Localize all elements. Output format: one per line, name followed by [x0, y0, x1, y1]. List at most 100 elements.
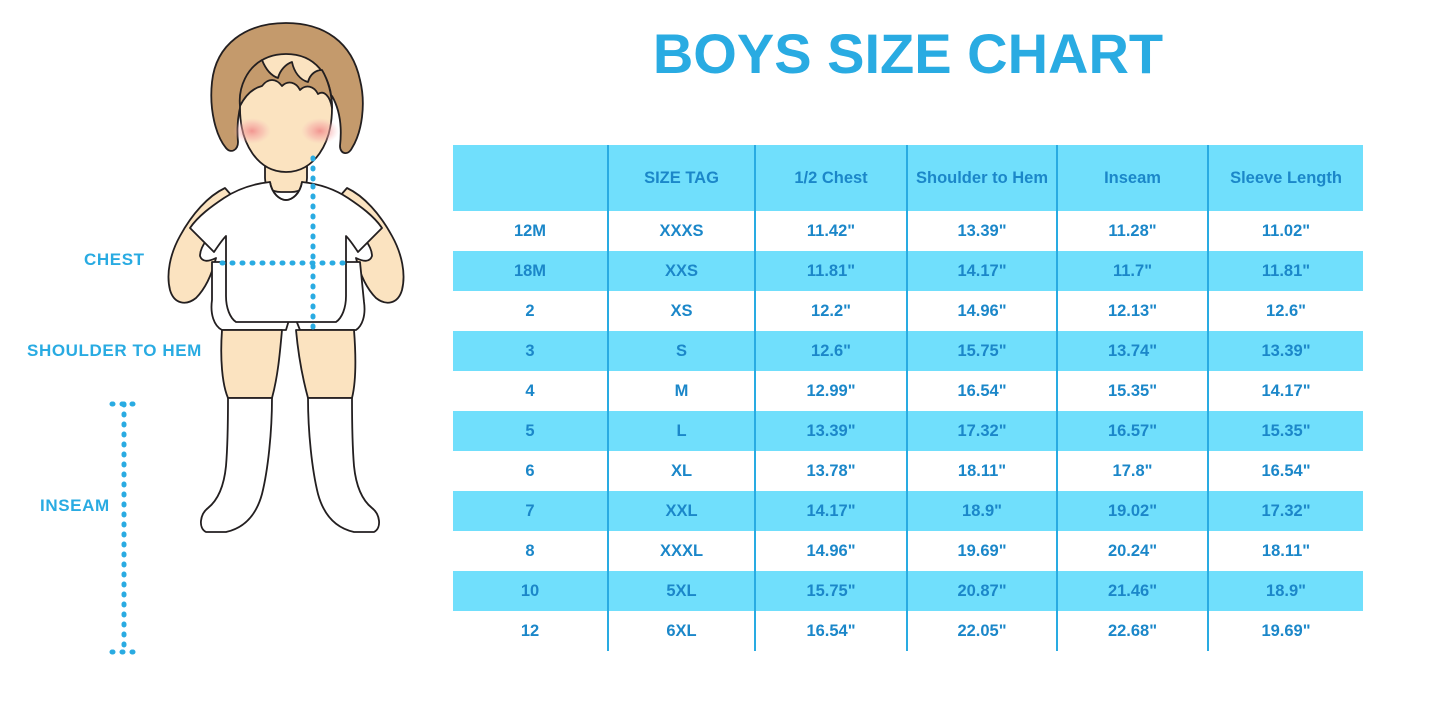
inseam-label: INSEAM: [40, 496, 110, 515]
col-header-size-tag: SIZE TAG: [608, 145, 756, 211]
cell-half-chest: 12.99": [755, 371, 908, 411]
cell-size-tag: 6XL: [608, 611, 756, 651]
left-sock-shape: [200, 397, 273, 533]
cell-sleeve-length: 19.69": [1208, 611, 1363, 651]
cell-size: 5: [453, 411, 609, 451]
table-row: 6 XL 13.78" 18.11" 17.8" 16.54": [453, 451, 1363, 491]
cell-inseam: 11.7": [1057, 251, 1209, 291]
table-row: 5 L 13.39" 17.32" 16.57" 15.35": [453, 411, 1363, 451]
cell-size-tag: XS: [608, 291, 756, 331]
cell-size-tag: M: [608, 371, 756, 411]
cell-size-tag: XXXL: [608, 531, 756, 571]
cell-size: 12M: [453, 211, 609, 251]
cell-inseam: 19.02": [1057, 491, 1209, 531]
cell-half-chest: 14.17": [755, 491, 908, 531]
cell-shoulder-to-hem: 22.05": [907, 611, 1058, 651]
cell-sleeve-length: 16.54": [1208, 451, 1363, 491]
cell-sleeve-length: 13.39": [1208, 331, 1363, 371]
col-header-inseam: Inseam: [1057, 145, 1209, 211]
table-row: 12 6XL 16.54" 22.05" 22.68" 19.69": [453, 611, 1363, 651]
cell-sleeve-length: 11.02": [1208, 211, 1363, 251]
cell-shoulder-to-hem: 13.39": [907, 211, 1058, 251]
cell-inseam: 12.13": [1057, 291, 1209, 331]
cell-inseam: 20.24": [1057, 531, 1209, 571]
col-header-shoulder-to-hem: Shoulder to Hem: [907, 145, 1058, 211]
table-row: 3 S 12.6" 15.75" 13.74" 13.39": [453, 331, 1363, 371]
cell-half-chest: 13.39": [755, 411, 908, 451]
cell-sleeve-length: 14.17": [1208, 371, 1363, 411]
blush-left-icon: [233, 118, 271, 144]
cell-sleeve-length: 11.81": [1208, 251, 1363, 291]
cell-size-tag: XXL: [608, 491, 756, 531]
left-thigh-shape: [220, 329, 283, 399]
size-chart-table: SIZE TAG 1/2 Chest Shoulder to Hem Insea…: [453, 145, 1363, 651]
cell-half-chest: 11.42": [755, 211, 908, 251]
cell-inseam: 11.28": [1057, 211, 1209, 251]
table-row: 8 XXXL 14.96" 19.69" 20.24" 18.11": [453, 531, 1363, 571]
cell-size-tag: XXXS: [608, 211, 756, 251]
page-title: BOYS SIZE CHART: [652, 22, 1164, 85]
right-thigh-shape: [295, 329, 357, 399]
cell-size: 4: [453, 371, 609, 411]
cell-sleeve-length: 15.35": [1208, 411, 1363, 451]
col-header-half-chest: 1/2 Chest: [755, 145, 908, 211]
cell-size: 10: [453, 571, 609, 611]
cell-size: 18M: [453, 251, 609, 291]
cell-shoulder-to-hem: 20.87": [907, 571, 1058, 611]
cell-sleeve-length: 18.11": [1208, 531, 1363, 571]
cell-inseam: 17.8": [1057, 451, 1209, 491]
cell-shoulder-to-hem: 17.32": [907, 411, 1058, 451]
blush-right-icon: [301, 118, 339, 144]
cell-half-chest: 15.75": [755, 571, 908, 611]
cell-size: 3: [453, 331, 609, 371]
cell-half-chest: 13.78": [755, 451, 908, 491]
cell-half-chest: 12.2": [755, 291, 908, 331]
cell-size-tag: XL: [608, 451, 756, 491]
cell-size: 2: [453, 291, 609, 331]
cell-size: 8: [453, 531, 609, 571]
cell-size-tag: XXS: [608, 251, 756, 291]
table-body: 12M XXXS 11.42" 13.39" 11.28" 11.02" 18M XXS 11.…: [453, 211, 1363, 651]
table-row: 7 XXL 14.17" 18.9" 19.02" 17.32": [453, 491, 1363, 531]
hair-fringe-shape: [238, 59, 333, 109]
cell-size-tag: L: [608, 411, 756, 451]
cell-inseam: 15.35": [1057, 371, 1209, 411]
cell-size-tag: 5XL: [608, 571, 756, 611]
cell-half-chest: 11.81": [755, 251, 908, 291]
table-row: 10 5XL 15.75" 20.87" 21.46" 18.9": [453, 571, 1363, 611]
cell-inseam: 16.57": [1057, 411, 1209, 451]
shoulder-to-hem-label: SHOULDER TO HEM: [27, 341, 202, 360]
cell-shoulder-to-hem: 18.9": [907, 491, 1058, 531]
cell-sleeve-length: 18.9": [1208, 571, 1363, 611]
cell-size: 6: [453, 451, 609, 491]
cell-sleeve-length: 12.6": [1208, 291, 1363, 331]
cell-half-chest: 12.6": [755, 331, 908, 371]
cell-shoulder-to-hem: 14.96": [907, 291, 1058, 331]
boy-illustration-panel: CHEST SHOULDER TO HEM INSEAM: [0, 0, 450, 723]
col-header-size: [453, 145, 609, 211]
table-row: 18M XXS 11.81" 14.17" 11.7" 11.81": [453, 251, 1363, 291]
col-header-sleeve-length: Sleeve Length: [1208, 145, 1363, 211]
cell-size-tag: S: [608, 331, 756, 371]
cell-half-chest: 14.96": [755, 531, 908, 571]
cell-shoulder-to-hem: 14.17": [907, 251, 1058, 291]
table-header: SIZE TAG 1/2 Chest Shoulder to Hem Insea…: [453, 145, 1363, 211]
cell-sleeve-length: 17.32": [1208, 491, 1363, 531]
table-row: 12M XXXS 11.42" 13.39" 11.28" 11.02": [453, 211, 1363, 251]
cell-half-chest: 16.54": [755, 611, 908, 651]
cell-inseam: 21.46": [1057, 571, 1209, 611]
tshirt-collar: [269, 181, 303, 201]
cell-size: 7: [453, 491, 609, 531]
table-row: 2 XS 12.2" 14.96" 12.13" 12.6": [453, 291, 1363, 331]
cell-shoulder-to-hem: 19.69": [907, 531, 1058, 571]
boy-figure-diagram: [109, 22, 405, 655]
cell-shoulder-to-hem: 16.54": [907, 371, 1058, 411]
right-sock-shape: [307, 397, 380, 533]
cell-inseam: 13.74": [1057, 331, 1209, 371]
table-row: 4 M 12.99" 16.54" 15.35" 14.17": [453, 371, 1363, 411]
cell-shoulder-to-hem: 15.75": [907, 331, 1058, 371]
table-header-row: SIZE TAG 1/2 Chest Shoulder to Hem Insea…: [453, 145, 1363, 211]
cell-shoulder-to-hem: 18.11": [907, 451, 1058, 491]
chest-label: CHEST: [84, 250, 145, 269]
